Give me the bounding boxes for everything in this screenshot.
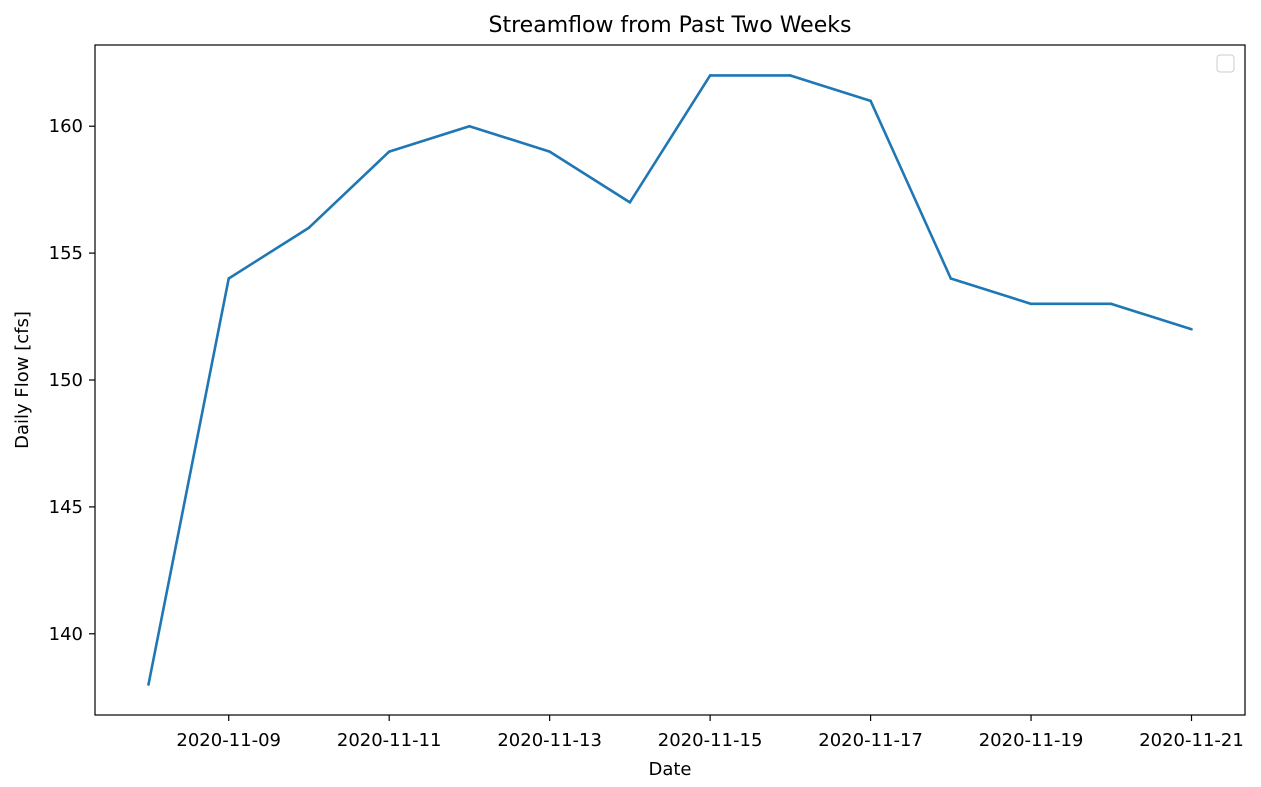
y-tick-label: 160 — [49, 116, 83, 137]
data-point — [949, 277, 953, 280]
data-point — [227, 277, 231, 280]
x-tick-label: 2020-11-11 — [337, 730, 442, 751]
data-point — [1109, 302, 1113, 306]
x-tick-label: 2020-11-17 — [818, 730, 923, 751]
series-layer — [147, 74, 1193, 686]
y-tick-label: 150 — [49, 370, 83, 391]
series-line-0 — [147, 74, 1192, 685]
x-axis-label: Date — [648, 759, 691, 780]
x-tick-label: 2020-11-19 — [979, 730, 1084, 751]
y-tick-label: 140 — [49, 624, 83, 645]
data-point — [548, 150, 551, 153]
data-point — [1029, 302, 1033, 306]
data-point — [708, 74, 712, 77]
y-tick-label: 155 — [49, 243, 83, 264]
data-point — [147, 683, 150, 686]
data-point — [628, 201, 632, 204]
data-point — [387, 150, 391, 153]
x-axis-ticks: 2020-11-09 2020-11-11 2020-11-13 2020-11-15… — [176, 715, 1244, 751]
data-point — [307, 226, 311, 230]
data-point — [468, 124, 471, 128]
x-tick-label: 2020-11-13 — [497, 730, 602, 751]
data-point — [869, 99, 872, 103]
y-axis-ticks: 140 145 150 155 160 — [49, 116, 95, 645]
x-tick-label: 2020-11-15 — [658, 730, 763, 751]
y-tick-label: 145 — [49, 497, 83, 518]
data-point — [789, 74, 792, 77]
plot-area — [94, 44, 1246, 716]
y-axis-label: Daily Flow [cfs] — [12, 311, 33, 449]
plot-frame — [94, 44, 1246, 716]
x-tick-label: 2020-11-21 — [1139, 730, 1244, 751]
data-point — [1190, 327, 1193, 331]
legend-box — [1216, 54, 1235, 73]
chart-title: Streamflow from Past Two Weeks — [489, 13, 852, 38]
x-tick-label: 2020-11-09 — [176, 730, 281, 751]
